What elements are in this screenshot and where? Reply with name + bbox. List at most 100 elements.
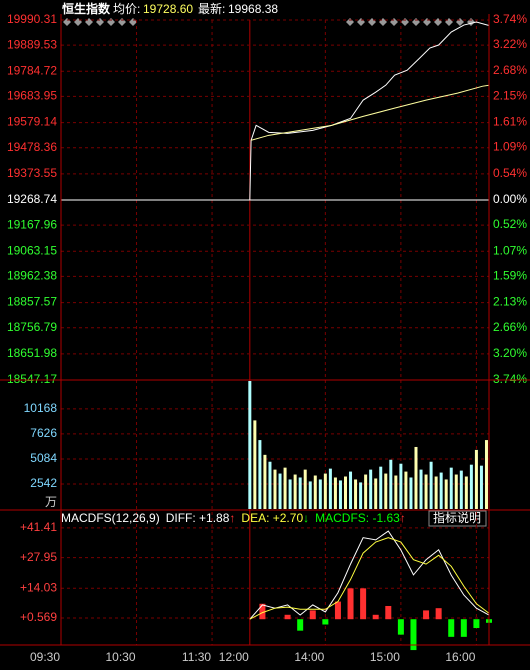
y-tick-label: 18756.79 bbox=[7, 320, 57, 334]
macd-bar bbox=[473, 619, 480, 629]
y-tick-label: 18962.38 bbox=[7, 269, 57, 283]
volume-bar bbox=[394, 475, 398, 509]
y2-tick-label: 2.66% bbox=[493, 320, 527, 334]
x-tick-label: 16:00 bbox=[445, 650, 475, 664]
y-tick-label: 18651.98 bbox=[7, 346, 57, 360]
volume-bar bbox=[389, 459, 393, 509]
unit-label: 万 bbox=[45, 495, 57, 509]
macd-bar bbox=[297, 619, 304, 631]
price-line bbox=[61, 21, 490, 201]
volume-bar bbox=[449, 467, 453, 509]
volume-bar bbox=[268, 461, 272, 509]
y-tick-label: 19063.15 bbox=[7, 243, 57, 257]
x-tick-label: 15:00 bbox=[370, 650, 400, 664]
volume-bar bbox=[308, 481, 312, 509]
volume-bar bbox=[248, 381, 252, 509]
y-tick-label: 19683.95 bbox=[7, 89, 57, 103]
volume-bar bbox=[354, 479, 358, 509]
volume-bar bbox=[318, 479, 322, 509]
x-tick-label: 12:00 bbox=[219, 650, 249, 664]
macd-bar bbox=[347, 588, 354, 620]
volume-bar bbox=[484, 440, 488, 509]
volume-bar bbox=[253, 420, 257, 509]
macd-bar bbox=[448, 619, 455, 637]
volume-bar bbox=[369, 469, 373, 509]
volume-bar bbox=[359, 482, 363, 509]
x-tick-label: 14:00 bbox=[294, 650, 324, 664]
y-tick-label: 18857.57 bbox=[7, 295, 57, 309]
y-tick-label: +27.95 bbox=[20, 550, 57, 564]
x-tick-label: 09:30 bbox=[30, 650, 60, 664]
volume-bar bbox=[409, 477, 413, 509]
y2-tick-label: 2.68% bbox=[493, 63, 527, 77]
macd-bar bbox=[460, 619, 467, 637]
y2-tick-label: 1.07% bbox=[493, 244, 527, 258]
macd-bar bbox=[259, 603, 266, 620]
y2-tick-label: 3.20% bbox=[493, 346, 527, 360]
volume-bar bbox=[439, 472, 443, 509]
macd-line bbox=[249, 530, 490, 620]
help-button-label[interactable]: 指标说明 bbox=[433, 510, 481, 525]
volume-bar bbox=[303, 469, 307, 509]
y2-tick-label: 3.74% bbox=[493, 12, 527, 26]
y2-tick-label: 1.09% bbox=[493, 140, 527, 154]
legend-entry: DIFF: +1.88 bbox=[166, 511, 230, 525]
macd-bar bbox=[372, 614, 379, 620]
volume-bar bbox=[404, 471, 408, 509]
index-name: 恒生指数 bbox=[62, 1, 111, 16]
y-tick-label: 10168 bbox=[24, 401, 58, 415]
volume-bar bbox=[333, 477, 337, 509]
y-tick-label: +0.569 bbox=[20, 610, 57, 624]
avg-value: 19728.60 bbox=[143, 2, 193, 16]
macd-bar bbox=[309, 610, 316, 620]
y-tick-label: 19478.36 bbox=[7, 140, 57, 154]
y-tick-label: 19268.74 bbox=[7, 192, 57, 206]
y-tick-label: 19990.31 bbox=[7, 12, 57, 26]
y-tick-label: 5084 bbox=[30, 451, 57, 465]
y2-tick-label: 2.15% bbox=[493, 89, 527, 103]
price-line bbox=[250, 84, 490, 141]
y-tick-label: 19167.96 bbox=[7, 217, 57, 231]
volume-bar bbox=[399, 463, 403, 509]
legend-arrow: ↑ bbox=[229, 511, 235, 525]
volume-bar bbox=[374, 478, 378, 509]
y2-tick-label: 3.74% bbox=[493, 372, 527, 386]
volume-bar bbox=[338, 480, 342, 509]
macd-bar bbox=[334, 601, 341, 620]
legend-entry: MACDFS: -1.63 bbox=[315, 511, 400, 525]
macd-bar bbox=[360, 588, 367, 620]
y2-tick-label: 0.54% bbox=[493, 166, 527, 180]
volume-bar bbox=[419, 469, 423, 509]
volume-bar bbox=[479, 465, 483, 509]
volume-bar bbox=[283, 467, 287, 509]
marker-diamond bbox=[412, 18, 420, 26]
macd-bar bbox=[435, 608, 442, 620]
volume-bar bbox=[474, 449, 478, 509]
volume-bar bbox=[343, 476, 347, 509]
volume-bar bbox=[298, 477, 302, 509]
macd-line bbox=[249, 537, 490, 620]
volume-bar bbox=[464, 476, 468, 509]
volume-bar bbox=[273, 469, 277, 509]
indicator-name: MACDFS(12,26,9) bbox=[61, 511, 160, 525]
y2-tick-label: 0.52% bbox=[493, 217, 527, 231]
y-tick-label: 7626 bbox=[30, 426, 57, 440]
y-tick-label: 19579.14 bbox=[7, 115, 57, 129]
volume-bar bbox=[384, 473, 388, 509]
legend-entry: DEA: +2.70 bbox=[241, 511, 303, 525]
volume-bar bbox=[444, 479, 448, 509]
last-value: 19968.38 bbox=[228, 2, 278, 16]
volume-bar bbox=[323, 473, 327, 509]
y-tick-label: +14.03 bbox=[20, 580, 57, 594]
y-tick-label: +41.41 bbox=[20, 520, 57, 534]
help-button[interactable] bbox=[428, 510, 487, 527]
volume-bar bbox=[454, 474, 458, 509]
y2-tick-label: 0.00% bbox=[493, 192, 527, 206]
macd-bar bbox=[284, 614, 291, 620]
volume-bar bbox=[258, 440, 262, 509]
macd-bar bbox=[410, 619, 417, 651]
volume-bar bbox=[469, 464, 473, 509]
y-tick-label: 19373.55 bbox=[7, 166, 57, 180]
